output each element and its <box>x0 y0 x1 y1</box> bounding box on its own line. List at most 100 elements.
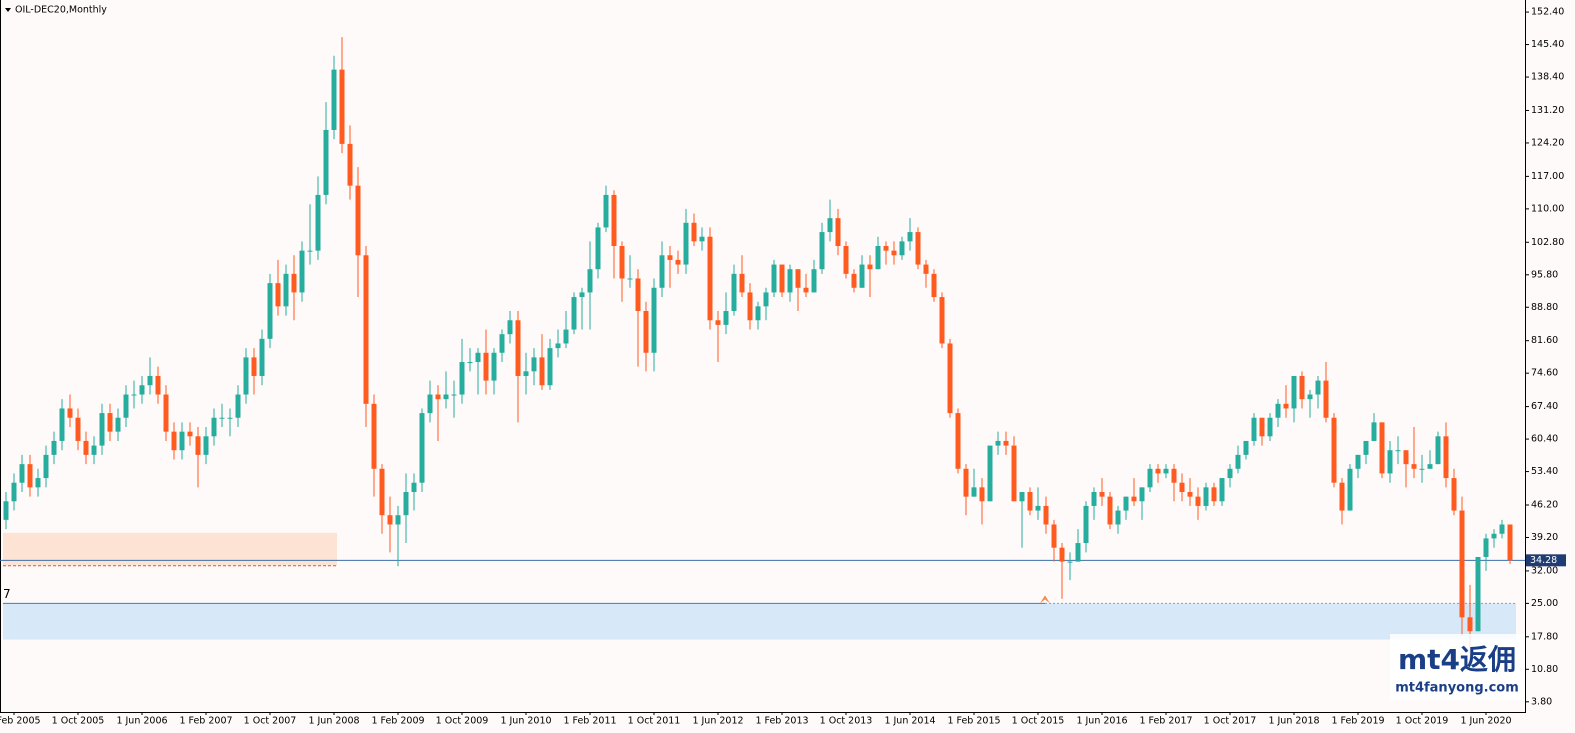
candle-body <box>1259 417 1265 437</box>
candle-body <box>659 255 665 288</box>
x-tick-label: 1 Feb 2011 <box>563 716 616 727</box>
candle-body <box>1043 505 1049 525</box>
y-tick-label: 39.20 <box>1531 532 1558 543</box>
candle-body <box>435 394 441 400</box>
candle-body <box>1227 468 1233 479</box>
candle-body <box>3 501 9 520</box>
candle-body <box>531 357 537 372</box>
candle-body <box>131 394 137 396</box>
y-tick-label: 102.80 <box>1531 237 1564 248</box>
candle-body <box>803 287 809 293</box>
candle-body <box>1091 491 1097 506</box>
chart-title: OIL-DEC20,Monthly <box>15 5 107 16</box>
candle-body <box>27 464 33 488</box>
candle-body <box>523 371 529 376</box>
candle-body <box>147 375 153 386</box>
candle-body <box>1443 436 1449 479</box>
candle-body <box>1267 417 1273 437</box>
x-tick-label: 1 Jun 2016 <box>1076 716 1127 727</box>
candle-body <box>923 264 929 274</box>
candle-body <box>763 292 769 307</box>
candle-body <box>251 357 257 376</box>
candle-body <box>1323 380 1329 418</box>
candle-body <box>267 283 273 339</box>
candle-body <box>619 245 625 279</box>
y-tick-label: 145.40 <box>1531 39 1564 50</box>
candle-body <box>347 143 353 186</box>
candle-body <box>1411 464 1417 469</box>
candle-body <box>1027 491 1033 511</box>
candle-body <box>1331 417 1337 483</box>
x-tick-label: 1 Jun 2012 <box>692 716 743 727</box>
x-tick-label: 1 Oct 2005 <box>52 716 105 727</box>
y-tick-label: 124.20 <box>1531 137 1564 148</box>
y-tick-label: 10.80 <box>1531 664 1558 675</box>
candle-body <box>315 194 321 251</box>
candle-body <box>99 413 105 446</box>
candle-body <box>387 515 393 525</box>
y-tick-label: 67.40 <box>1531 401 1558 412</box>
candle-body <box>1195 496 1201 506</box>
candle-body <box>363 255 369 404</box>
candle-body <box>1003 440 1009 446</box>
candle-body <box>411 482 417 492</box>
candle-body <box>1019 491 1025 502</box>
candle-body <box>867 264 873 270</box>
candle-body <box>1179 482 1185 492</box>
candle-body <box>739 273 745 293</box>
candle-body <box>971 487 977 497</box>
candle-body <box>627 278 633 280</box>
candle-body <box>1435 436 1441 465</box>
candle-body <box>1475 556 1481 632</box>
candle-body <box>915 232 921 265</box>
candle-body <box>1011 445 1017 502</box>
zone-label: 7 <box>3 587 11 601</box>
candle-body <box>555 343 561 349</box>
candle-body <box>1075 543 1081 562</box>
candle-body <box>1347 468 1353 511</box>
candle-body <box>59 408 65 441</box>
candle-body <box>203 436 209 455</box>
candle-body <box>851 273 857 288</box>
candle-body <box>1283 403 1289 409</box>
candle-body <box>427 394 433 414</box>
candle-body <box>667 255 673 260</box>
candle-body <box>299 250 305 293</box>
watermark-logo: mt4返佣 <box>1398 643 1516 676</box>
candle-body <box>603 194 609 228</box>
candle-body <box>1059 547 1065 562</box>
candle-body <box>243 357 249 395</box>
candle-body <box>939 297 945 344</box>
candle-body <box>1427 464 1433 469</box>
watermark-bg <box>1390 634 1525 700</box>
candle-body <box>227 417 233 419</box>
candle-body <box>443 394 449 400</box>
candle-body <box>571 297 577 330</box>
candle-body <box>683 222 689 265</box>
zone <box>3 603 1516 640</box>
x-tick-label: 1 Jun 2018 <box>1268 716 1319 727</box>
candle-body <box>611 194 617 246</box>
candle-body <box>979 487 985 502</box>
candle-body <box>931 273 937 298</box>
x-tick-label: 1 Jun 2010 <box>500 716 551 727</box>
candle-body <box>1355 454 1361 469</box>
candle-body <box>1251 417 1257 441</box>
candle-body <box>1235 454 1241 469</box>
candle-body <box>187 431 193 437</box>
candle-body <box>307 250 313 252</box>
candle-body <box>1459 510 1465 618</box>
candle-body <box>1395 450 1401 452</box>
candle-body <box>371 403 377 469</box>
candle-body <box>1083 505 1089 544</box>
menu-triangle[interactable] <box>5 8 11 12</box>
candle-body <box>355 185 361 256</box>
candle-body <box>515 320 521 376</box>
candle-body <box>747 292 753 321</box>
candle-body <box>331 69 337 130</box>
candle-body <box>179 431 185 451</box>
candle-body <box>691 222 697 242</box>
candle-body <box>1123 496 1129 511</box>
